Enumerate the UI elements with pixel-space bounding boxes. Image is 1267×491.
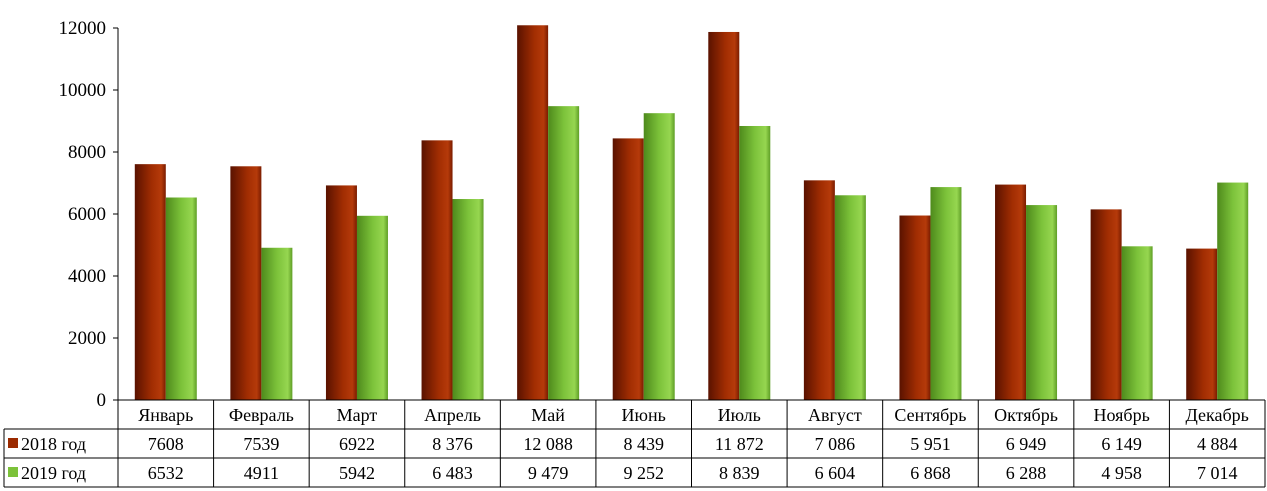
legend-label: 2019 год: [21, 463, 86, 483]
data-table-cell: 9 252: [623, 463, 664, 483]
category-label: Март: [337, 405, 378, 425]
data-table-cell: 6922: [339, 434, 375, 454]
data-table-cell: 7 086: [815, 434, 856, 454]
bar-2018: [517, 25, 549, 400]
bar-2019: [930, 187, 962, 400]
category-label: Октябрь: [994, 405, 1058, 425]
bar-2018: [612, 138, 644, 401]
bar-2019: [643, 113, 675, 401]
data-table-cell: 7 014: [1197, 463, 1238, 483]
legend-swatch-2018: [8, 438, 18, 448]
data-table-cell: 8 439: [623, 434, 664, 454]
data-table-cell: 7608: [148, 434, 184, 454]
data-table-cell: 6 483: [432, 463, 473, 483]
category-label: Сентябрь: [894, 405, 966, 425]
category-label: Июнь: [622, 405, 666, 425]
data-table-cell: 4 884: [1197, 434, 1238, 454]
y-tick-label: 6000: [68, 204, 106, 225]
y-tick-label: 4000: [68, 266, 106, 287]
bar-2018: [134, 164, 166, 400]
bar-2018: [995, 184, 1027, 400]
category-label: Февраль: [229, 405, 294, 425]
bar-2018: [899, 215, 931, 400]
data-table-cell: 9 479: [528, 463, 569, 483]
plot-area: 0 2000 4000 6000 8000 10000 12000: [59, 18, 1249, 411]
category-label: Август: [808, 405, 862, 425]
bar-2018: [708, 31, 740, 401]
bar-2018: [325, 185, 357, 400]
legend-swatch-2019: [8, 467, 18, 477]
data-table-cell: 5 951: [910, 434, 951, 454]
data-table-cell: 6 288: [1006, 463, 1047, 483]
bar-2019: [452, 199, 484, 400]
bar-2019: [834, 195, 866, 400]
category-label: Ноябрь: [1093, 405, 1149, 425]
bar-2019: [165, 197, 197, 400]
data-table-cell: 11 872: [715, 434, 764, 454]
category-label: Май: [531, 405, 565, 425]
data-table-cell: 8 376: [432, 434, 473, 454]
bar-2019: [1121, 246, 1153, 400]
bar-2018: [1090, 209, 1122, 400]
bar-2019: [548, 106, 580, 400]
y-tick-label: 2000: [68, 328, 106, 349]
y-tick-label: 10000: [59, 80, 107, 101]
data-table: Январь Февраль Март Апрель Май Июнь Июль Август…: [3, 399, 1266, 488]
data-table-cell: 6532: [148, 463, 184, 483]
bar-2018: [421, 140, 453, 400]
bar-2019: [261, 247, 293, 400]
data-table-cell: 8 839: [719, 463, 760, 483]
y-tick-label: 0: [97, 390, 107, 411]
y-tick-label: 12000: [59, 18, 107, 39]
legend-label: 2018 год: [21, 434, 86, 454]
category-label: Январь: [138, 405, 193, 425]
data-table-cell: 5942: [339, 463, 375, 483]
data-table-cell: 6 149: [1101, 434, 1142, 454]
category-label: Июль: [718, 405, 761, 425]
bar-2018: [230, 166, 262, 400]
data-table-cell: 12 088: [523, 434, 573, 454]
y-tick-label: 8000: [68, 142, 106, 163]
bar-2018: [1186, 248, 1218, 400]
category-label: Декабрь: [1186, 405, 1249, 425]
data-table-cell: 6 604: [815, 463, 856, 483]
data-table-cell: 6 868: [910, 463, 951, 483]
data-table-cell: 4 958: [1101, 463, 1142, 483]
bar-2019: [1217, 182, 1249, 400]
category-label: Апрель: [424, 405, 481, 425]
data-table-cell: 6 949: [1006, 434, 1047, 454]
bar-2018: [803, 180, 835, 400]
data-table-cell: 7539: [243, 434, 279, 454]
bar-2019: [356, 215, 388, 400]
bar-2019: [1026, 205, 1058, 400]
data-table-cell: 4911: [244, 463, 279, 483]
bar-2019: [739, 125, 771, 400]
